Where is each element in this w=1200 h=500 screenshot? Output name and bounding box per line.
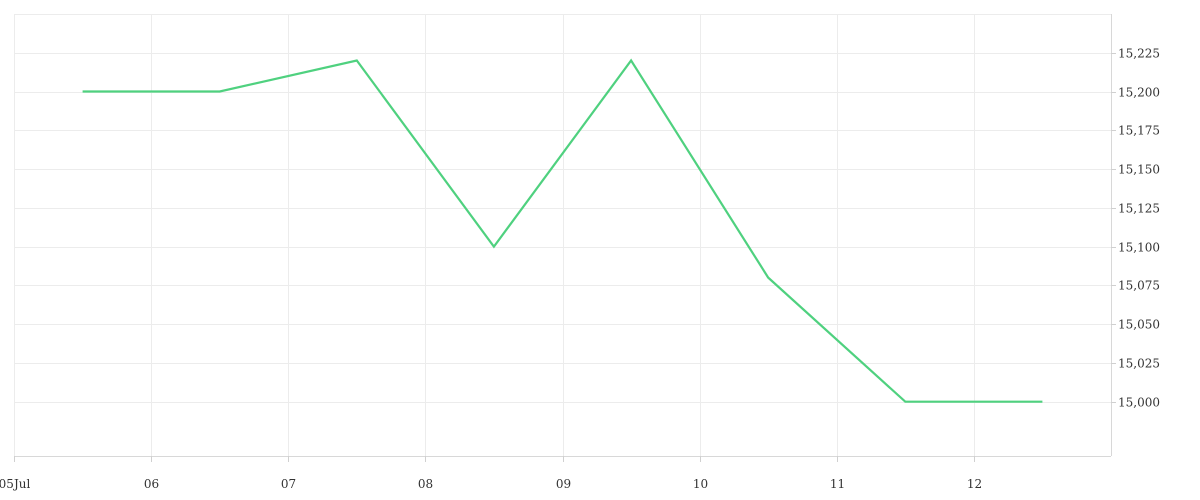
y-tick-label: 15,100 bbox=[1118, 241, 1160, 255]
x-tick-label: 11 bbox=[830, 477, 845, 491]
x-tick-label: 07 bbox=[281, 477, 296, 491]
y-tick-label: 15,075 bbox=[1118, 279, 1160, 293]
horizontal-gridlines bbox=[14, 14, 1111, 403]
x-tick-label: 09 bbox=[556, 477, 571, 491]
x-tick-label: 10 bbox=[693, 477, 708, 491]
x-tick-label: 06 bbox=[144, 477, 159, 491]
y-tick-label: 15,150 bbox=[1118, 163, 1160, 177]
y-tick-label: 15,175 bbox=[1118, 124, 1160, 138]
y-tick-label: 15,225 bbox=[1118, 47, 1160, 61]
vertical-gridlines bbox=[14, 14, 975, 456]
x-tick-label: 12 bbox=[967, 477, 982, 491]
x-axis-ticks: 05Jul 06 07 08 09 10 11 12 bbox=[0, 456, 982, 491]
y-tick-label: 15,200 bbox=[1118, 86, 1160, 100]
y-tick-label: 15,000 bbox=[1118, 396, 1160, 410]
y-tick-label: 15,125 bbox=[1118, 202, 1160, 216]
y-axis-ticks: 15,000 15,025 15,050 15,075 15,100 15,125 15,1… bbox=[1111, 47, 1160, 410]
series-layer bbox=[82, 58, 1043, 403]
y-tick-label: 15,050 bbox=[1118, 318, 1160, 332]
x-tick-label: 08 bbox=[418, 477, 433, 491]
axes bbox=[14, 14, 1112, 457]
x-tick-label: 05Jul bbox=[0, 477, 30, 491]
series-line bbox=[82, 58, 1043, 403]
y-tick-label: 15,025 bbox=[1118, 357, 1160, 371]
